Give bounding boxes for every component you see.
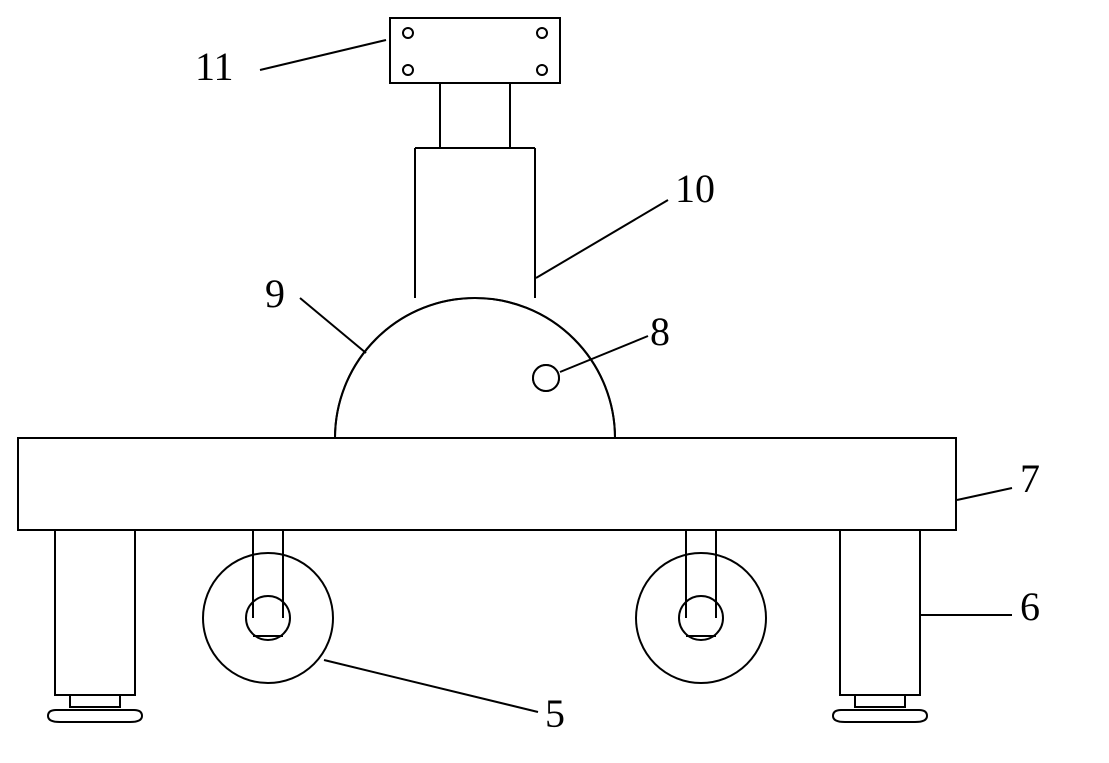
callout-line-10 bbox=[536, 200, 668, 278]
callout-label-8: 8 bbox=[650, 308, 670, 355]
leg-0 bbox=[55, 530, 135, 695]
technical-diagram bbox=[0, 0, 1109, 763]
callout-line-5 bbox=[324, 660, 538, 712]
cylinder-fill bbox=[415, 148, 535, 298]
callout-line-11 bbox=[260, 40, 386, 70]
leg-foot-base-1 bbox=[833, 710, 927, 722]
pivot-circle-2 bbox=[533, 365, 559, 391]
callout-label-9: 9 bbox=[265, 270, 285, 317]
callout-label-5: 5 bbox=[545, 690, 565, 737]
callout-line-9 bbox=[300, 298, 366, 353]
piston-rod bbox=[440, 83, 510, 148]
callout-label-10: 10 bbox=[675, 165, 715, 212]
leg-foot-base-0 bbox=[48, 710, 142, 722]
callout-label-6: 6 bbox=[1020, 583, 1040, 630]
top-plate bbox=[390, 18, 560, 83]
callout-label-11: 11 bbox=[195, 43, 234, 90]
leg-1 bbox=[840, 530, 920, 695]
dome bbox=[335, 298, 615, 438]
platform-redraw bbox=[18, 438, 956, 530]
callout-label-7: 7 bbox=[1020, 455, 1040, 502]
leg-foot-neck-0 bbox=[70, 695, 120, 707]
leg-foot-neck-1 bbox=[855, 695, 905, 707]
callout-line-7 bbox=[957, 488, 1012, 500]
